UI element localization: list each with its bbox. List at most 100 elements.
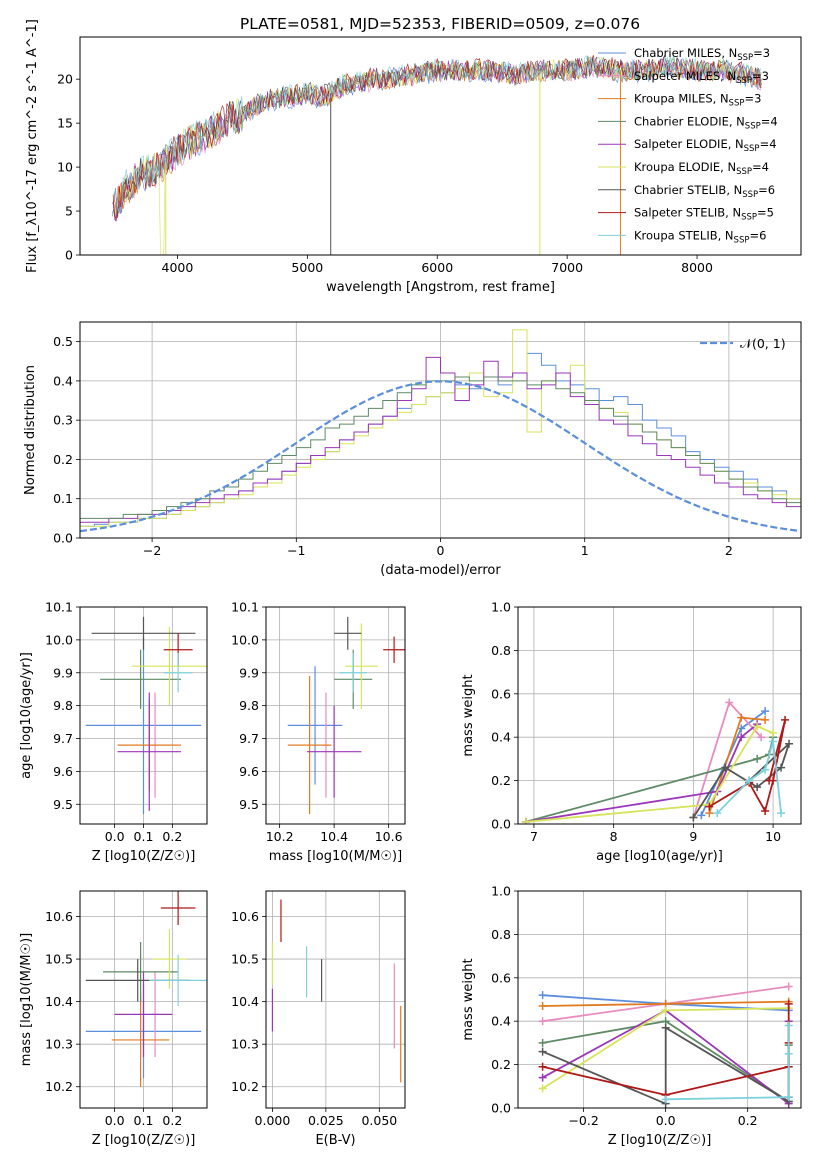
x-axis-label: Z [log10(Z/Z☉)] (92, 1133, 196, 1148)
weight-marker (784, 1049, 793, 1058)
x-tick-label: 0.0 (105, 1113, 125, 1128)
weight-marker (538, 1002, 547, 1011)
legend-entry-label: Salpeter ELODIE, N (634, 137, 744, 151)
x-tick-label: 0.000 (255, 1113, 291, 1128)
weight-marker (661, 1023, 670, 1032)
weight-marker (777, 809, 786, 818)
legend-entry-label: Salpeter MILES, N (634, 69, 736, 83)
y-tick-label: 9.8 (239, 698, 259, 713)
y-tick-label: 10.2 (45, 1079, 73, 1094)
x-tick-label: −2 (143, 543, 161, 558)
x-tick-label: 0.0 (656, 1113, 676, 1128)
y-tick-label: 9.9 (239, 665, 259, 680)
legend-entry-sub: SSP (729, 99, 745, 109)
y-tick-label: 0.4 (491, 730, 511, 745)
legend-entry: Kroupa STELIB, NSSP=6 (634, 228, 766, 245)
x-tick-label: 0 (437, 543, 445, 558)
weight-line (665, 1025, 790, 1101)
weight-marker (784, 999, 793, 1008)
weight-marker (538, 1062, 547, 1071)
legend-entry-suffix: =4 (761, 114, 778, 128)
histogram-step (80, 356, 801, 523)
weight-marker (753, 754, 762, 763)
x-tick-label: 0.2 (738, 1113, 758, 1128)
mass_vs_Z-plot-area (80, 891, 207, 1108)
legend-entry-suffix: =3 (744, 92, 761, 106)
x-tick-label: 10.2 (266, 829, 294, 844)
y-tick-label: 10.4 (231, 994, 259, 1009)
histogram-step (80, 376, 801, 519)
x-axis-label: age [log10(age/yr)] (596, 849, 723, 864)
y-tick-label: 0.8 (491, 927, 511, 942)
y-tick-label: 10.1 (231, 600, 259, 615)
mass_vs_ebv-plot-area (266, 891, 405, 1108)
weight-marker (753, 722, 762, 731)
y-tick-label: 10.6 (231, 909, 259, 924)
legend-entry-sub: SSP (741, 213, 757, 223)
legend-entry-suffix: =4 (752, 160, 769, 174)
y-tick-label: 9.7 (239, 731, 259, 746)
x-axis-label: Z [log10(Z/Z☉)] (92, 849, 196, 864)
y-tick-label: 10 (57, 160, 73, 175)
legend-entry-suffix: =4 (760, 137, 777, 151)
legend-entry-suffix: =6 (758, 183, 775, 197)
y-tick-label: 0.6 (491, 686, 511, 701)
y-tick-label: 9.9 (53, 665, 73, 680)
weight-marker (661, 1095, 670, 1104)
legend-entry-label: Salpeter STELIB, N (634, 206, 741, 220)
legend-entry-sub: SSP (742, 190, 758, 200)
x-tick-label: 0.050 (361, 1113, 397, 1128)
weight-marker (777, 763, 786, 772)
spectrum-line (113, 54, 761, 215)
y-tick-label: 0.0 (53, 531, 73, 546)
y-axis-label: mass [log10(M/M☉)] (19, 933, 34, 1066)
weight-marker (538, 1017, 547, 1026)
weight-marker (538, 1047, 547, 1056)
weight-marker (784, 1021, 793, 1030)
weight-marker (538, 1073, 547, 1082)
y-tick-label: 0.4 (53, 373, 73, 388)
age_vs_Z-plot-area (80, 607, 207, 824)
weight-marker (785, 739, 794, 748)
weight-marker (745, 776, 754, 785)
y-tick-label: 9.6 (53, 764, 73, 779)
x-tick-label: 1 (581, 543, 589, 558)
x-axis-label: E(B-V) (315, 1133, 355, 1148)
weight-marker (761, 707, 770, 716)
y-tick-label: 9.7 (53, 731, 73, 746)
weight-marker (784, 1093, 793, 1102)
weight-marker (538, 1084, 547, 1093)
x-tick-label: 4000 (162, 260, 194, 275)
legend-entry-suffix: =3 (752, 69, 769, 83)
y-axis-label: age [log10(age/yr)] (19, 652, 34, 779)
y-tick-label: 0.2 (491, 1057, 511, 1072)
weight_vs_age-panel: 7 8 9 10 0.0 0.2 0.4 0.6 0.8 1.0 age [log10(age/yr… (461, 600, 802, 864)
weight-marker (781, 715, 790, 724)
legend-entry-sub: SSP (734, 235, 750, 245)
y-tick-label: 20 (57, 72, 73, 87)
mass_vs_Z-frame (79, 890, 208, 1109)
weight-marker (765, 776, 774, 785)
weight-marker (538, 1038, 547, 1047)
y-tick-label: 0 (65, 248, 73, 263)
x-tick-label: 0.2 (162, 829, 182, 844)
weight-marker (705, 802, 714, 811)
weight-marker (713, 809, 722, 818)
weight_vs_Z-panel: −0.2 0.0 0.2 0.0 0.2 0.4 0.6 0.8 1.0 Z [log10(Z/Z… (461, 884, 802, 1148)
y-tick-label: 0.2 (491, 773, 511, 788)
legend-entry-sub: SSP (744, 144, 760, 154)
y-tick-label: 10.1 (45, 600, 73, 615)
y-tick-label: 0.0 (491, 817, 511, 832)
y-tick-label: 10.3 (45, 1037, 73, 1052)
x-axis-label: mass [log10(M/M☉)] (269, 849, 402, 864)
x-tick-label: 0.1 (134, 829, 154, 844)
y-axis-label: mass weight (461, 958, 476, 1040)
x-tick-label: 5000 (291, 260, 323, 275)
x-tick-label: 7000 (551, 260, 583, 275)
y-tick-label: 0.8 (491, 643, 511, 658)
weight_vs_age-plot-area (518, 607, 801, 824)
weight_vs_Z-frame (517, 890, 802, 1109)
x-tick-label: 10.4 (320, 829, 348, 844)
y-tick-label: 0.3 (53, 413, 73, 428)
